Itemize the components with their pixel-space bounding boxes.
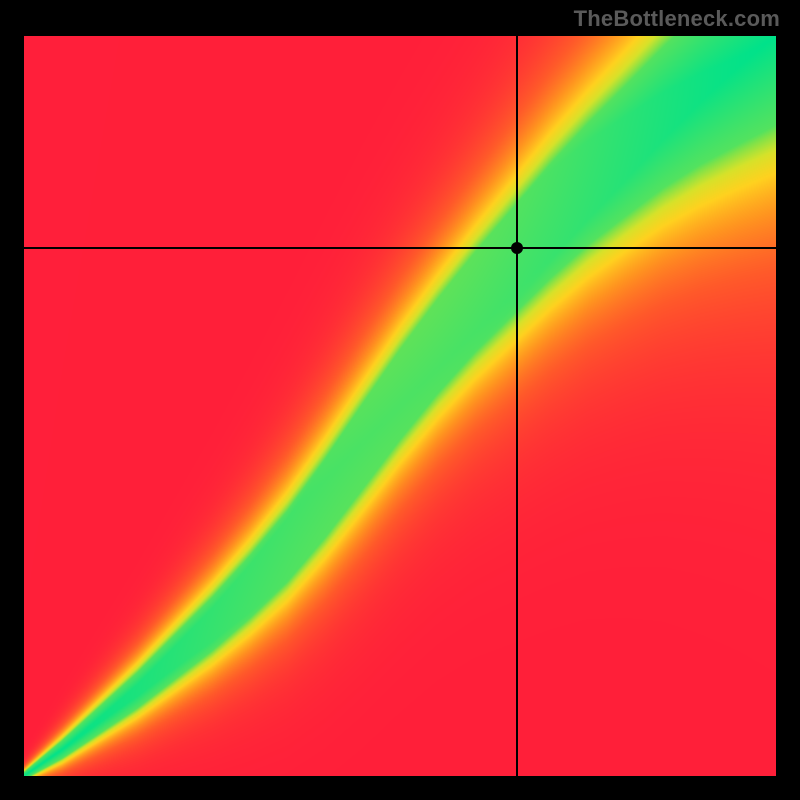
crosshair-horizontal (24, 247, 776, 249)
heatmap-canvas (24, 36, 776, 776)
bottleneck-heatmap (24, 36, 776, 776)
crosshair-vertical (516, 36, 518, 776)
watermark-text: TheBottleneck.com (574, 6, 780, 32)
selection-marker (511, 242, 523, 254)
